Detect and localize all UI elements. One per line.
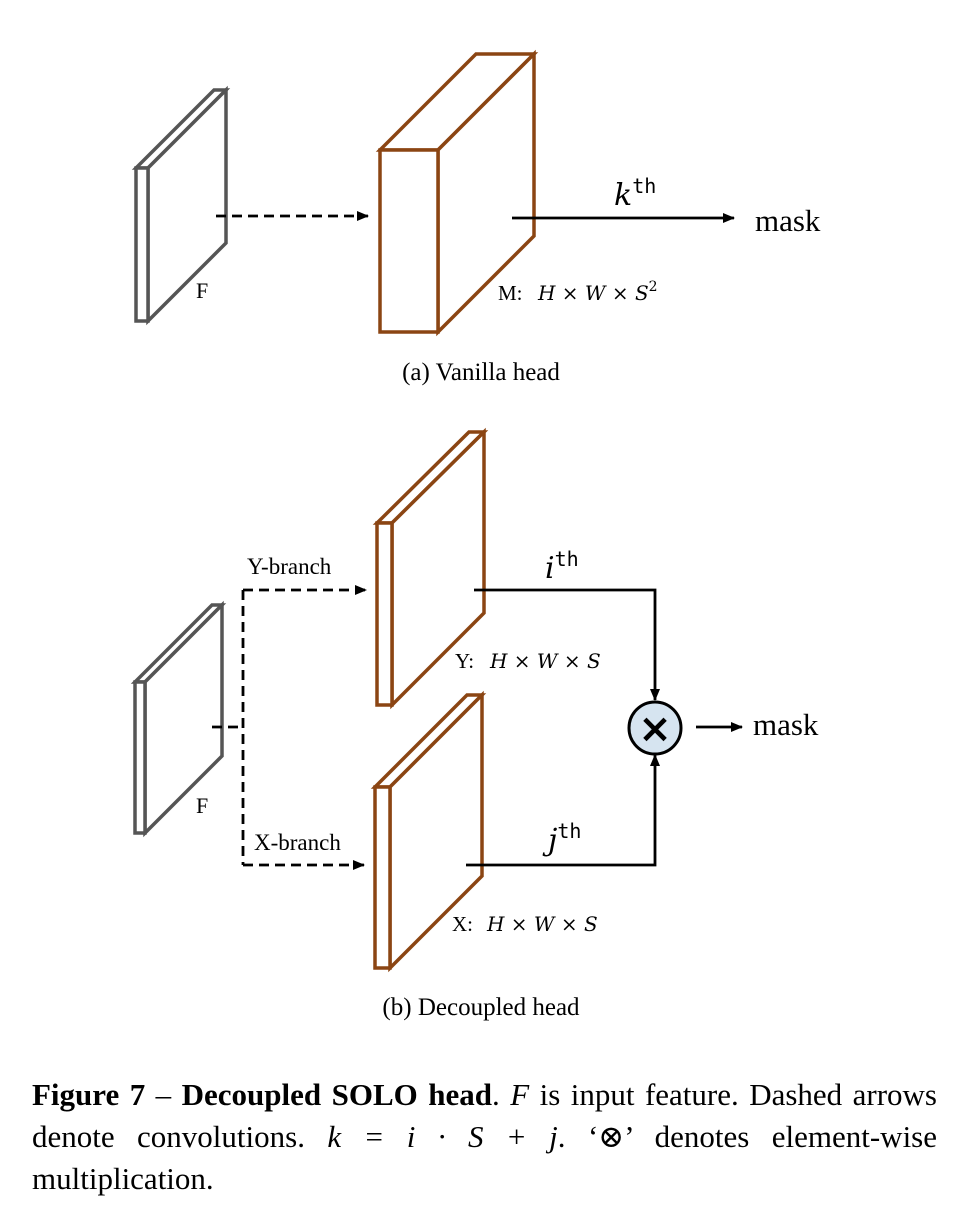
figure-caption: Figure 7 – Decoupled SOLO head. F is inp… [32, 1077, 938, 1196]
panel-b: F Y-branch X-branch Y: H × W × S X: [130, 427, 819, 1021]
caption-a: (a) Vanilla head [402, 359, 560, 386]
output-label-m: M: [498, 281, 523, 305]
equation: k = i · S + j [327, 1119, 558, 1154]
mask-label-a: mask [755, 203, 821, 238]
f-symbol: F [510, 1077, 530, 1112]
output-block-x [370, 690, 487, 973]
output-dims-x: H × W × S [486, 912, 598, 936]
input-label-a: F [196, 278, 208, 303]
caption-b: (b) Decoupled head [382, 994, 580, 1021]
multiply-icon: × [638, 706, 672, 752]
output-label-y: Y: [455, 649, 474, 673]
output-block-m [375, 49, 539, 337]
input-feature-block-b [130, 600, 227, 838]
jth-path [466, 754, 660, 867]
panel-a: F M: H × W × S2 kth mask (a) Vanilla hea… [131, 49, 821, 386]
jth-label: jth [542, 819, 581, 858]
ith-path [474, 588, 660, 701]
caption-dash: – [145, 1077, 182, 1112]
output-label-x: X: [452, 912, 473, 936]
branch-connectors [212, 590, 245, 865]
mask-label-b: mask [753, 707, 819, 742]
figure-title: Decoupled SOLO head [181, 1077, 492, 1112]
y-branch-label: Y-branch [247, 554, 332, 579]
output-dims-m: H × W × S2 [537, 279, 658, 305]
input-feature-block-a [131, 85, 231, 326]
input-label-b: F [196, 793, 208, 818]
ith-label: ith [545, 547, 579, 586]
output-dims-y: H × W × S [489, 649, 601, 673]
solo-head-diagram: F M: H × W × S2 kth mask (a) Vanilla hea… [130, 49, 821, 1021]
multiply-node: × [627, 700, 683, 756]
kth-label: kth [614, 174, 656, 213]
figure-number: Figure 7 [32, 1077, 146, 1112]
x-branch-label: X-branch [254, 830, 341, 855]
output-block-y [372, 427, 489, 710]
